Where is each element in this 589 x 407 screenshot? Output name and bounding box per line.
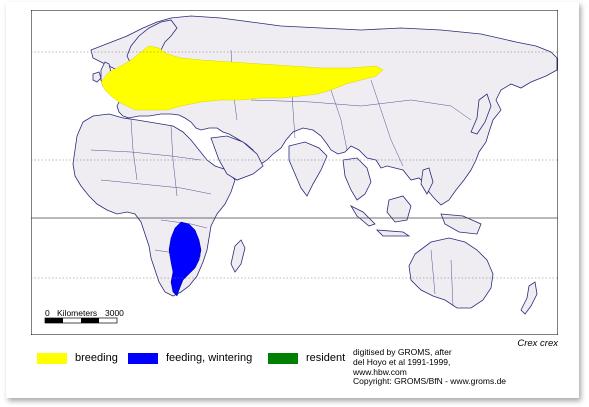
breeding-range: [100, 45, 384, 111]
distribution-map: 0 Kilometers 3000: [31, 10, 558, 335]
scale-unit: Kilometers: [57, 308, 98, 318]
land-arabia: [210, 135, 264, 181]
wintering-range: [168, 221, 202, 297]
legend-label-resident: resident: [306, 352, 346, 364]
land-java: [375, 229, 411, 237]
credits-line-4: Copyright: GROMS/BfN - www.groms.de: [353, 376, 507, 387]
land-australia: [408, 237, 494, 309]
legend-label-breeding: breeding: [75, 352, 118, 364]
credits-line-3: www.hbw.com: [353, 366, 407, 377]
land-japan: [470, 93, 492, 135]
legend-swatch-wintering: [128, 353, 158, 364]
scale-bar: [44, 317, 118, 324]
credits-line-1: digitised by GROMS, after: [353, 347, 452, 357]
land-indochina: [342, 157, 372, 201]
land-ireland: [92, 71, 102, 83]
species-name: Crex crex: [517, 338, 558, 349]
scale-zero: 0: [45, 308, 50, 318]
scale-max: 3000: [105, 308, 124, 318]
land-sumatra: [349, 205, 376, 227]
legend-swatch-breeding: [37, 353, 67, 364]
land-india: [288, 141, 328, 197]
credits-line-2: del Hoyo et al 1991-1999,: [353, 356, 451, 367]
land-borneo: [386, 195, 412, 223]
map-svg: [31, 10, 558, 335]
land-philippines: [420, 167, 434, 195]
land-madagascar: [230, 239, 246, 273]
legend-label-wintering: feeding, wintering: [166, 352, 253, 364]
credits: digitised by GROMS, after del Hoyo et al…: [353, 347, 507, 387]
land-new-guinea: [440, 213, 482, 235]
land-new-zealand: [520, 281, 538, 315]
legend-swatch-resident: [268, 353, 298, 364]
graticule: [31, 51, 558, 279]
